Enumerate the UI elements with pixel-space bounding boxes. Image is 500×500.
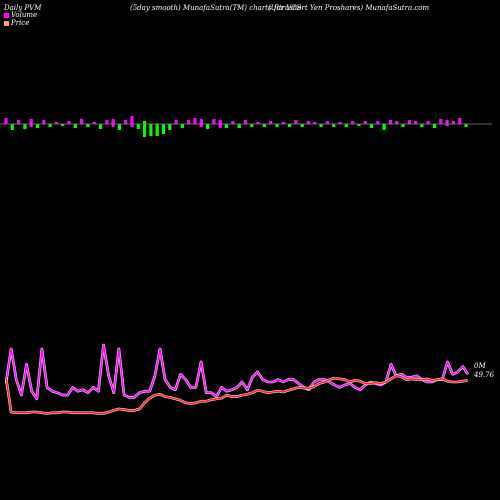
pvm-bar: [130, 116, 134, 127]
pvm-bar: [414, 121, 418, 124]
pvm-bar: [180, 124, 184, 128]
legend-price-label: Price: [11, 19, 30, 27]
pvm-bar: [445, 120, 449, 126]
pvm-bar: [199, 119, 203, 127]
pvm-bar: [294, 120, 298, 124]
pvm-bar: [80, 119, 84, 124]
annotation-volume: 0M: [474, 362, 486, 370]
header-center: (5day smooth) MunafaSutra(TM) charts for…: [130, 4, 302, 12]
pvm-bar: [48, 124, 52, 127]
pvm-bar: [369, 124, 374, 128]
pvm-bar: [256, 122, 260, 124]
pvm-bar: [174, 120, 178, 124]
pvm-bar: [10, 124, 14, 130]
pvm-bar: [344, 124, 348, 127]
pvm-bar: [332, 124, 336, 127]
pvm-bars: [4, 116, 468, 137]
pvm-bar: [351, 121, 355, 124]
pvm-bar: [111, 119, 115, 127]
pvm-bar: [269, 121, 273, 124]
pvm-bar: [161, 124, 166, 134]
legend-price-swatch: [4, 20, 9, 26]
pvm-bar: [281, 122, 285, 124]
pvm-bar: [92, 122, 96, 124]
pvm-bar: [143, 121, 147, 137]
pvm-bar: [193, 118, 197, 124]
pvm-bar: [458, 118, 462, 124]
header-right: (Ultrashort Yen Proshares) MunafaSutra.c…: [268, 4, 430, 12]
pvm-bar: [439, 119, 443, 124]
pvm-bar: [325, 121, 329, 124]
pvm-bar: [29, 119, 33, 127]
pvm-bar: [237, 124, 241, 128]
pvm-bar: [42, 120, 46, 124]
series-volume-line: [5, 344, 469, 400]
pvm-bar: [250, 124, 254, 127]
pvm-bar: [288, 124, 292, 127]
pvm-bar: [313, 122, 317, 124]
series-volume-outline: [4, 343, 470, 401]
pvm-bar: [262, 124, 266, 127]
pvm-bar: [4, 118, 8, 124]
pvm-bar: [73, 124, 77, 128]
pvm-bar: [357, 124, 361, 126]
pvm-bar: [105, 120, 109, 124]
pvm-bar: [338, 122, 342, 124]
pvm-bar: [86, 124, 90, 127]
pvm-bar: [98, 124, 103, 129]
pvm-bar: [388, 120, 392, 124]
legend-volume: Volume: [4, 11, 37, 19]
pvm-bar: [420, 124, 424, 127]
pvm-bar: [363, 121, 367, 124]
pvm-bar: [407, 120, 411, 124]
pvm-bar: [212, 119, 216, 124]
header-left: Daily PVM: [4, 4, 42, 12]
pvm-bar: [168, 124, 172, 130]
pvm-bar: [306, 121, 311, 124]
series-price-outline: [4, 374, 469, 415]
pvm-bar: [432, 124, 437, 128]
legend-volume-label: Volume: [11, 11, 38, 19]
pvm-bar: [319, 124, 323, 127]
pvm-bar: [395, 121, 399, 124]
pvm-bar: [401, 124, 405, 127]
pvm-bar: [149, 124, 153, 136]
pvm-bar: [224, 124, 229, 128]
pvm-bar: [206, 124, 210, 129]
pvm-bar: [67, 121, 71, 124]
annotation-price: 49.76: [473, 371, 495, 379]
pvm-bar: [382, 124, 386, 130]
pvm-bar: [231, 121, 235, 124]
pvm-bar: [426, 121, 430, 124]
pvm-bar: [243, 120, 248, 124]
pvm-bar: [155, 124, 159, 136]
pvm-bar: [17, 120, 21, 124]
legend-volume-swatch: [4, 12, 9, 18]
pvm-bar: [23, 124, 27, 129]
pvm-bar: [54, 122, 58, 124]
pvm-bar: [61, 124, 65, 126]
pvm-bar: [451, 121, 455, 124]
pvm-bar: [376, 121, 380, 124]
pvm-bar: [117, 124, 121, 130]
pvm-bar: [136, 124, 140, 129]
pvm-bar: [464, 124, 468, 127]
series-price-line: [5, 374, 469, 415]
series-lines: [4, 343, 470, 415]
pvm-bar: [275, 124, 279, 127]
pvm-bar: [300, 124, 304, 127]
legend-price: Price: [4, 19, 29, 27]
pvm-bar: [124, 120, 128, 124]
pvm-bar: [35, 124, 40, 128]
pvm-bar: [187, 120, 191, 124]
